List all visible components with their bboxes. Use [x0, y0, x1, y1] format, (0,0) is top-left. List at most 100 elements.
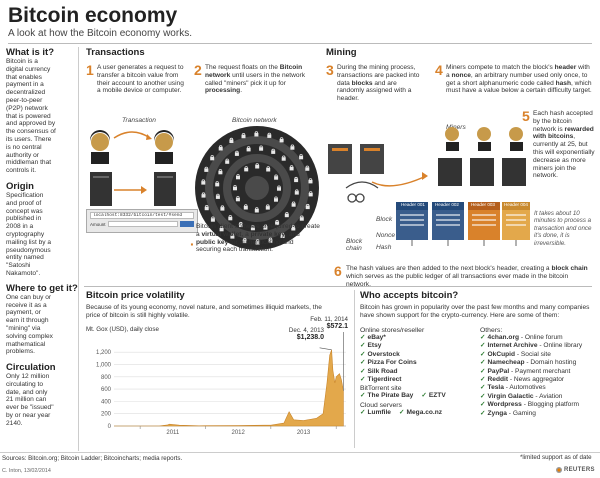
- padlock-shackle: [255, 163, 259, 166]
- list-item-name: OkCupid: [487, 350, 516, 358]
- padlock-icon: [280, 234, 285, 238]
- amount-input[interactable]: [107, 221, 178, 227]
- text-line: peer-to-peer: [6, 96, 43, 104]
- step1-text: A user generates a request to transfer a…: [97, 64, 184, 95]
- padlock-icon: [204, 168, 209, 172]
- online-heading: Online stores/reseller: [360, 327, 425, 334]
- list-item: ✓ PayPal - Payment merchant: [480, 368, 598, 376]
- padlock-icon: [263, 226, 268, 230]
- check-icon: ✓: [480, 334, 486, 341]
- padlock-icon: [218, 147, 223, 151]
- padlock-icon: [225, 160, 230, 164]
- who-left-column: Online stores/reseller ✓ eBay* ✓ Etsy ✓ Overs…: [360, 327, 470, 417]
- padlock-icon: [305, 205, 310, 210]
- step5-number: 5: [522, 108, 530, 124]
- padlock-icon: [274, 176, 279, 180]
- step5-text: Each hash accepted by the bitcoin networ…: [533, 110, 595, 180]
- padlock-shackle: [220, 205, 225, 208]
- text-line: solving complex: [6, 332, 53, 340]
- padlock-shackle: [271, 148, 275, 151]
- mining-note: It takes about 10 minutes to process a t…: [534, 210, 592, 247]
- user-avatar-icon-2: [155, 133, 173, 151]
- footer-credit: C. Inton, 13/02/2014: [2, 468, 51, 474]
- padlock-icon: [210, 156, 215, 161]
- list-item-name: Internet Archive: [487, 342, 538, 350]
- y-tick-label: 400: [101, 399, 112, 405]
- padlock-icon: [265, 206, 270, 210]
- y-tick-label: 200: [101, 412, 112, 418]
- padlock-icon: [218, 170, 223, 175]
- origin-heading: Origin: [6, 180, 34, 192]
- padlock-icon: [268, 239, 273, 243]
- padlock-icon: [271, 150, 276, 154]
- text-line: cryptography: [6, 230, 45, 238]
- chain-link-icon: [347, 193, 357, 203]
- check-icon: ✓: [360, 359, 366, 367]
- padlock-shackle: [201, 192, 206, 195]
- padlock-icon: [308, 179, 313, 184]
- padlock-icon: [291, 203, 296, 207]
- padlock-shackle: [225, 158, 229, 161]
- padlock-shackle: [236, 174, 240, 176]
- who-heading: Who accepts bitcoin?: [360, 290, 459, 301]
- text-line: "Satoshi: [6, 262, 31, 270]
- mid-divider: [84, 286, 592, 287]
- text-line: date, and only: [6, 388, 48, 396]
- list-item-name: Etsy: [367, 342, 382, 350]
- text-line: concept was: [6, 207, 43, 215]
- text-line: and proof of: [6, 199, 42, 207]
- padlock-icon: [255, 165, 260, 169]
- list-item: ✓ Etsy: [360, 342, 470, 350]
- padlock-shackle: [306, 203, 310, 206]
- annotation-1-date: Dec. 4, 2013: [288, 327, 324, 334]
- y-tick-label: 600: [101, 387, 112, 393]
- list-item-name: PayPal: [487, 367, 510, 375]
- annotation-2-date: Feb. 11, 2014: [310, 316, 348, 323]
- padlock-icon: [238, 223, 243, 228]
- check-icon: ✓: [480, 384, 486, 392]
- padlock-icon: [294, 191, 299, 195]
- reuters-logo-icon: [556, 467, 562, 473]
- padlock-shackle: [246, 146, 251, 149]
- miner-avatar-icon-2: [477, 127, 491, 141]
- check-icon: ✓: [480, 376, 486, 384]
- padlock-shackle: [230, 233, 235, 236]
- who-text: Bitcoin has grown in popularity over the…: [360, 304, 590, 319]
- check-icon: ✓: [360, 350, 366, 358]
- list-item: ✓ OkCupid - Social site: [480, 351, 598, 359]
- list-item-name: Pizza For Coins: [367, 359, 417, 367]
- annotation-2-value: $572.1: [326, 323, 348, 330]
- list-item-name: Overstock: [367, 350, 400, 358]
- padlock-icon: [219, 227, 224, 232]
- list-item: ✓ Tigerdirect: [360, 376, 470, 384]
- padlock-icon: [233, 186, 237, 191]
- padlock-shackle: [266, 166, 270, 169]
- text-line: controls it.: [6, 167, 37, 175]
- send-button[interactable]: [180, 221, 194, 227]
- padlock-shackle: [219, 226, 224, 228]
- text-line: and approved by: [6, 120, 56, 128]
- list-item: ✓ Tesla - Automotives: [480, 384, 598, 392]
- padlock-shackle: [244, 204, 248, 207]
- y-tick-label: 1,000: [96, 362, 112, 368]
- list-item-name: 4chan.org: [487, 334, 520, 341]
- padlock-icon: [210, 218, 215, 222]
- transaction-illustration: [90, 130, 176, 206]
- check-icon: ✓: [360, 367, 366, 375]
- client-url-bar[interactable]: localhost:8332/bitcoin/test/#send: [90, 212, 194, 219]
- padlock-icon: [254, 133, 259, 137]
- miners-label: Miners: [446, 124, 466, 131]
- padlock-icon: [308, 192, 313, 197]
- padlock-shackle: [219, 145, 223, 148]
- check-icon: ✓: [480, 350, 486, 358]
- text-line: the consensus of: [6, 128, 56, 136]
- padlock-shackle: [274, 196, 278, 199]
- mining-heading: Mining: [326, 47, 357, 58]
- x-tick-label: 2012: [231, 430, 245, 436]
- padlock-shackle: [255, 239, 260, 242]
- text-line: 21 million can: [6, 396, 47, 404]
- list-item: ✓ 4chan.org - Online forum: [480, 334, 598, 342]
- padlock-shackle: [235, 150, 239, 153]
- list-item: ✓ Reddit - News aggregator: [480, 376, 598, 384]
